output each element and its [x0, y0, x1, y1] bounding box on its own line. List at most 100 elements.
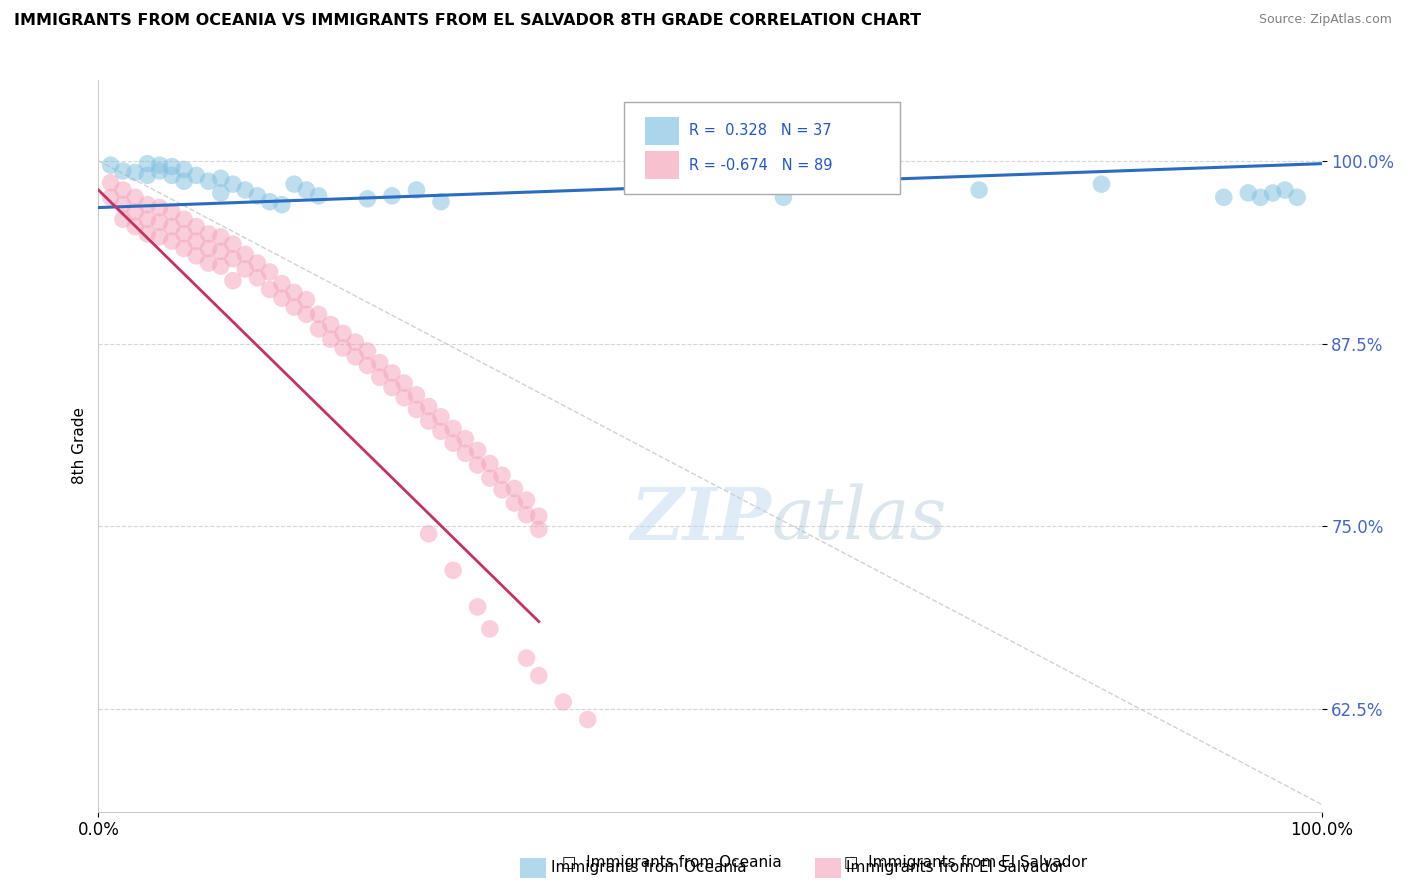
Point — [197, 256, 219, 270]
Text: □  Immigrants from El Salvador: □ Immigrants from El Salvador — [844, 855, 1087, 870]
Point — [515, 493, 537, 508]
Point — [173, 227, 195, 241]
FancyBboxPatch shape — [624, 103, 900, 194]
Point — [136, 156, 159, 170]
Point — [503, 482, 526, 496]
Point — [136, 212, 159, 227]
Point — [160, 169, 183, 183]
Point — [100, 176, 122, 190]
Point — [515, 508, 537, 522]
Point — [527, 668, 550, 682]
Point — [283, 300, 305, 314]
Y-axis label: 8th Grade: 8th Grade — [72, 408, 87, 484]
Point — [478, 622, 501, 636]
Point — [111, 164, 134, 178]
Point — [441, 421, 464, 435]
Bar — [645, 152, 679, 179]
Point — [270, 197, 294, 211]
Point — [1261, 186, 1284, 200]
Text: atlas: atlas — [772, 483, 946, 555]
Point — [515, 651, 537, 665]
Point — [209, 259, 232, 273]
Point — [246, 270, 269, 285]
Point — [967, 183, 990, 197]
Point — [392, 391, 416, 405]
Point — [124, 190, 146, 204]
Point — [100, 190, 122, 204]
Point — [186, 249, 208, 263]
Point — [356, 192, 378, 206]
Point — [160, 205, 183, 219]
Point — [233, 247, 256, 261]
Point — [222, 274, 245, 288]
Point — [233, 183, 256, 197]
Point — [100, 158, 122, 172]
Point — [222, 177, 245, 191]
Point — [197, 174, 219, 188]
Point — [222, 252, 245, 266]
Point — [197, 242, 219, 256]
Point — [259, 265, 281, 279]
Point — [441, 436, 464, 450]
Point — [467, 599, 489, 614]
Point — [381, 366, 404, 380]
Text: IMMIGRANTS FROM OCEANIA VS IMMIGRANTS FROM EL SALVADOR 8TH GRADE CORRELATION CHA: IMMIGRANTS FROM OCEANIA VS IMMIGRANTS FR… — [14, 13, 921, 29]
Point — [503, 496, 526, 510]
Point — [283, 285, 305, 300]
Point — [111, 212, 134, 227]
Point — [136, 197, 159, 211]
Point — [430, 194, 453, 209]
Point — [124, 205, 146, 219]
Point — [553, 695, 575, 709]
Point — [209, 229, 232, 244]
Point — [319, 332, 342, 346]
Point — [332, 341, 354, 355]
Point — [467, 443, 489, 458]
Point — [197, 227, 219, 241]
Point — [418, 400, 440, 414]
Point — [173, 212, 195, 227]
Text: □  Immigrants from Oceania: □ Immigrants from Oceania — [562, 855, 782, 870]
Point — [430, 425, 453, 439]
Point — [454, 432, 477, 446]
Point — [270, 277, 294, 291]
Point — [209, 171, 232, 186]
Point — [381, 380, 404, 394]
Point — [136, 169, 159, 183]
Point — [295, 293, 318, 307]
Point — [1237, 186, 1260, 200]
Point — [467, 458, 489, 472]
Point — [478, 471, 501, 485]
Text: R =  0.328   N = 37: R = 0.328 N = 37 — [689, 123, 832, 138]
Point — [1274, 183, 1296, 197]
Point — [430, 409, 453, 424]
Point — [209, 186, 232, 200]
Point — [527, 522, 550, 536]
Point — [283, 177, 305, 191]
Point — [186, 219, 208, 234]
Point — [270, 291, 294, 305]
Point — [1212, 190, 1234, 204]
Point — [186, 169, 208, 183]
Text: Immigrants from Oceania: Immigrants from Oceania — [551, 861, 747, 875]
Point — [356, 359, 378, 373]
Point — [1249, 190, 1271, 204]
Point — [308, 307, 330, 321]
Point — [1090, 177, 1112, 191]
Point — [295, 307, 318, 321]
Point — [160, 219, 183, 234]
Point — [259, 194, 281, 209]
Point — [149, 229, 172, 244]
Point — [149, 164, 172, 178]
Point — [173, 242, 195, 256]
Point — [405, 402, 427, 417]
Point — [149, 158, 172, 172]
Point — [186, 234, 208, 248]
Point — [368, 370, 391, 384]
Point — [233, 262, 256, 277]
Point — [259, 283, 281, 297]
Text: Source: ZipAtlas.com: Source: ZipAtlas.com — [1258, 13, 1392, 27]
Point — [111, 183, 134, 197]
Point — [308, 189, 330, 203]
Point — [149, 201, 172, 215]
